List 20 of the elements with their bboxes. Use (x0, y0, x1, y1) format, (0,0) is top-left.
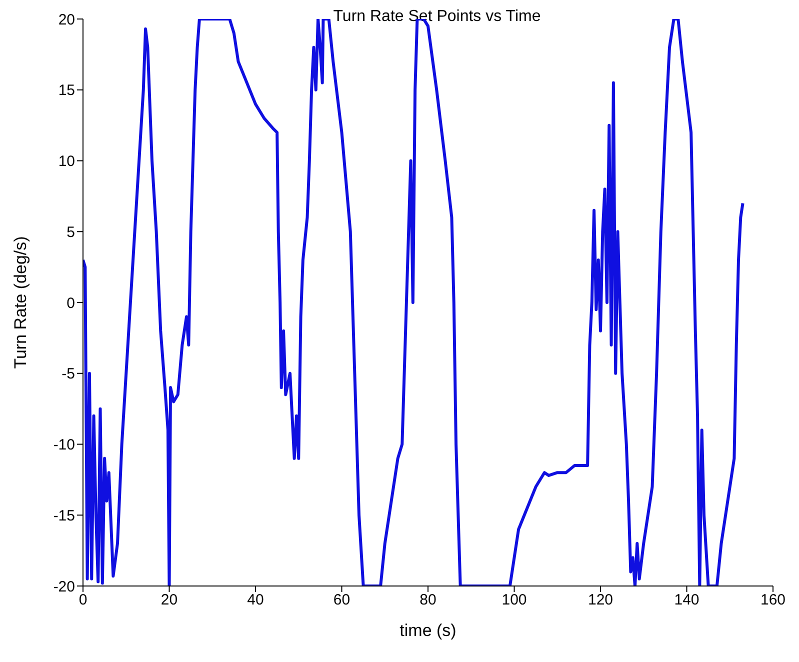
x-tick-label: 140 (674, 592, 700, 609)
x-tick-label: 40 (247, 592, 264, 609)
x-tick-label: 0 (78, 592, 88, 609)
y-tick-label: -5 (62, 366, 75, 383)
y-tick-label: 15 (58, 82, 75, 100)
x-tick-label: 120 (588, 592, 614, 609)
x-tick-label: 100 (502, 592, 527, 609)
x-axis-title: time (s) (400, 621, 456, 640)
x-tick-label: 80 (420, 592, 436, 609)
x-tick-label: 160 (760, 592, 786, 609)
x-tick-label: 20 (160, 592, 178, 609)
y-tick-label: 10 (58, 153, 75, 170)
y-tick-label: -20 (53, 578, 75, 596)
y-tick-label: 5 (66, 224, 75, 241)
y-tick-label: 20 (58, 11, 75, 28)
x-tick-label: 60 (333, 592, 350, 609)
y-tick-label: 0 (66, 294, 75, 312)
y-tick-label: -15 (53, 507, 75, 524)
y-axis-title: Turn Rate (deg/s) (11, 236, 30, 369)
y-tick-label: -10 (53, 436, 75, 454)
